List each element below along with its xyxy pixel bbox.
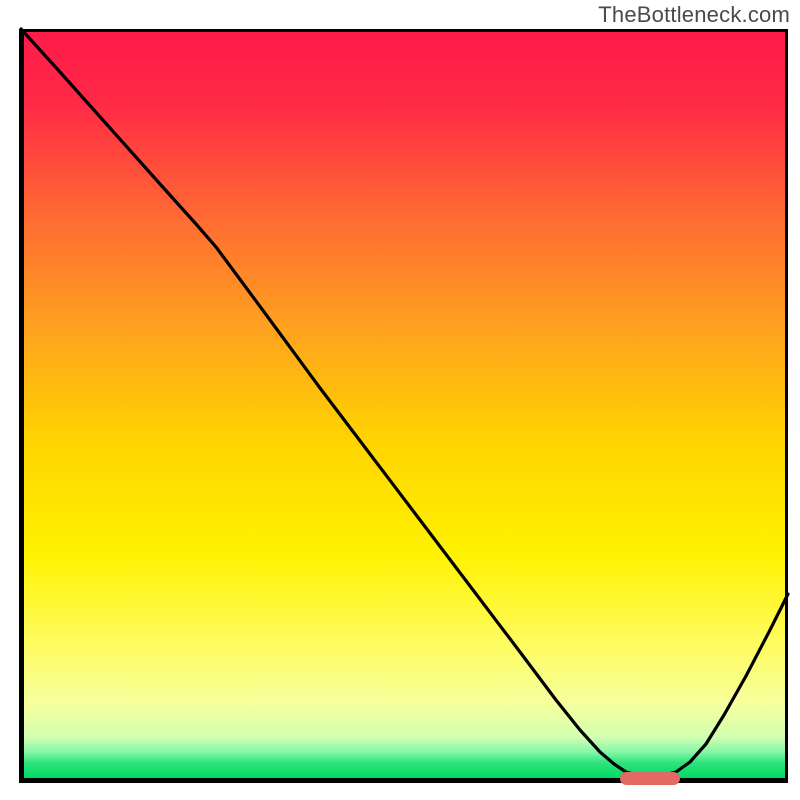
watermark-text: TheBottleneck.com xyxy=(598,2,790,28)
plot-frame xyxy=(21,29,788,778)
y-axis-line xyxy=(19,29,24,783)
optimal-range-marker xyxy=(620,772,680,785)
chart-container: TheBottleneck.com xyxy=(0,0,800,800)
